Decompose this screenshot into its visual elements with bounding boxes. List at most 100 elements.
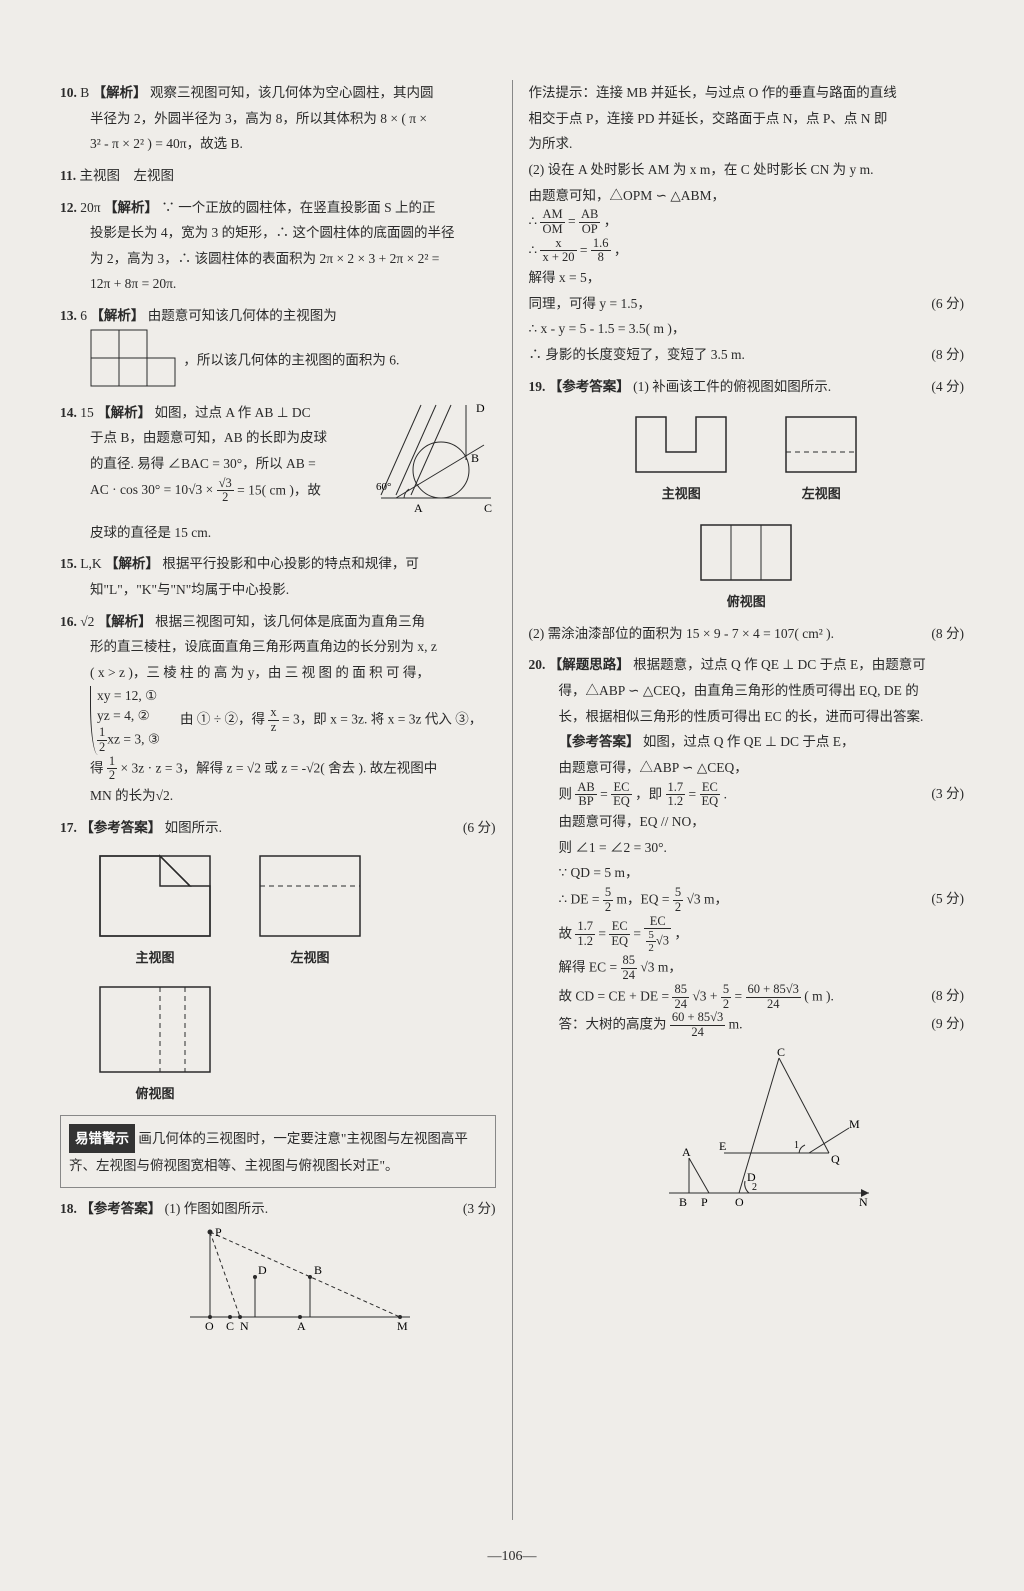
svg-text:O: O (735, 1195, 744, 1209)
main-view: 主视图 (626, 407, 736, 507)
text: 观察三视图可知，该几何体为空心圆柱，其内圆 (150, 85, 434, 100)
q-num: 17. (60, 820, 77, 835)
q-num: 13. (60, 308, 77, 323)
q-label: 【解析】 (90, 308, 144, 323)
q-label: 【解析】 (104, 200, 158, 215)
svg-text:60°: 60° (376, 481, 391, 493)
svg-text:P: P (701, 1195, 708, 1209)
q14: D B A C 60° 14. 15 【解析】 如图，过点 A 作 AB ⊥ D… (60, 400, 496, 546)
left-view: 左视图 (776, 407, 866, 507)
q13-diagram (90, 329, 180, 394)
q-num: 16. (60, 614, 77, 629)
q-head: 【解题思路】 (549, 657, 630, 672)
q-ans: 15 (80, 405, 94, 420)
svg-text:A: A (297, 1319, 306, 1332)
text: = 15( cm )，故 (237, 482, 321, 497)
text: 如图，过点 A 作 AB ⊥ DC (155, 405, 311, 420)
text: (1) 作图如图所示. (165, 1201, 269, 1216)
text: 主视图 左视图 (80, 168, 175, 183)
text: 根据平行投影和中心投影的特点和规律，可 (162, 556, 419, 571)
q-ans: L,K (80, 556, 101, 571)
svg-text:A: A (414, 501, 423, 515)
q-head: 【参考答案】 (549, 379, 630, 394)
q19: 19. 【参考答案】 (1) 补画该工件的俯视图如图所示. (4 分) 主视图 … (529, 374, 965, 647)
q-num: 14. (60, 405, 77, 420)
q-num: 18. (60, 1201, 77, 1216)
svg-text:N: N (859, 1195, 868, 1209)
q-head2: 【参考答案】 (529, 734, 640, 749)
svg-text:M: M (397, 1319, 408, 1332)
text: 如图，过点 Q 作 QE ⊥ DC 于点 E， (643, 734, 855, 749)
text: 知"L"，"K"与"N"均属于中心投影. (60, 582, 289, 597)
q-num: 10. (60, 85, 77, 100)
svg-text:B: B (471, 451, 479, 465)
top-view: 俯视图 (90, 977, 220, 1107)
q-ans: 6 (80, 308, 87, 323)
q20-diagram: C E M Q A D B P O N 1 2 (529, 1048, 965, 1218)
q17-views-row2: 俯视图 (60, 977, 496, 1107)
svg-text:D: D (476, 401, 485, 415)
text: 为 2，高为 3，∴ 该圆柱体的表面积为 2π × 2 × 3 + 2π × 2… (60, 251, 439, 266)
q-num: 12. (60, 200, 77, 215)
svg-text:B: B (679, 1195, 687, 1209)
q-ans: 20π (80, 200, 100, 215)
q10: 10. B 【解析】 观察三视图可知，该几何体为空心圆柱，其内圆 半径为 2，外… (60, 80, 496, 157)
column-divider (512, 80, 513, 1520)
left-view: 左视图 (250, 846, 370, 971)
text: 12π + 8π = 20π. (60, 276, 176, 291)
score: (4 分) (931, 374, 964, 400)
text: ∵ 一个正放的圆柱体，在竖直投影面 S 上的正 (161, 200, 435, 215)
text: 的直径. 易得 ∠BAC = 30°，所以 AB = (60, 456, 316, 471)
score: (6 分) (463, 815, 496, 841)
svg-text:E: E (719, 1139, 726, 1153)
left-column: 10. B 【解析】 观察三视图可知，该几何体为空心圆柱，其内圆 半径为 2，外… (48, 80, 508, 1520)
svg-text:O: O (205, 1319, 214, 1332)
text: 如图所示. (165, 820, 222, 835)
q-ans: B (80, 85, 89, 100)
text: 长，根据相似三角形的性质可得出 EC 的长，进而可得出答案. (529, 709, 924, 724)
q-label: 【解析】 (98, 614, 152, 629)
page-number: —106— (0, 1544, 1024, 1571)
text: 形的直三棱柱，设底面直角三角形两直角边的长分别为 x, z (60, 639, 437, 654)
text: 投影是长为 4，宽为 3 的矩形，∴ 这个圆柱体的底面圆的半径 (60, 225, 455, 240)
text: 于点 B，由题意可知，AB 的长即为皮球 (60, 430, 327, 445)
q17: 17. 【参考答案】 如图所示. (6 分) 主视图 左视图 (60, 815, 496, 1107)
right-column: 作法提示：连接 MB 并延长，与过点 O 作的垂直与路面的直线 相交于点 P，连… (517, 80, 977, 1520)
text: 由题意可知该几何体的主视图为 (148, 308, 337, 323)
main-view: 主视图 (90, 846, 220, 971)
svg-text:2: 2 (752, 1182, 757, 1193)
fraction: √32 (217, 477, 234, 506)
text: 半径为 2，外圆半径为 3，高为 8，所以其体积为 8 × ( π × (60, 111, 427, 126)
q12: 12. 20π 【解析】 ∵ 一个正放的圆柱体，在竖直投影面 S 上的正 投影是… (60, 195, 496, 298)
q-label: 【解析】 (105, 556, 159, 571)
svg-text:C: C (226, 1319, 234, 1332)
tip-box: 易错警示 画几何体的三视图时，一定要注意"主视图与左视图高平齐、左视图与俯视图宽… (60, 1115, 496, 1188)
text: (1) 补画该工件的俯视图如图所示. (633, 379, 831, 394)
q-num: 20. (529, 657, 546, 672)
svg-text:A: A (682, 1145, 691, 1159)
q20: 20. 【解题思路】 根据题意，过点 Q 作 QE ⊥ DC 于点 E，由题意可… (529, 652, 965, 1218)
svg-text:1: 1 (794, 1140, 799, 1151)
q11: 11. 主视图 左视图 (60, 163, 496, 189)
svg-text:N: N (240, 1319, 249, 1332)
text: AC · cos 30° = 10√3 × (60, 482, 213, 497)
brace-system: xy = 12, ① yz = 4, ② 12xz = 3, ③ (90, 686, 160, 755)
svg-text:P: P (215, 1225, 222, 1239)
q-label: 【解析】 (93, 85, 147, 100)
q13: 13. 6 【解析】 由题意可知该几何体的主视图为 ，所以该几何体的主视图的面积… (60, 303, 496, 394)
text: 皮球的直径是 15 cm. (60, 525, 211, 540)
q19-views-row1: 主视图 左视图 (529, 407, 965, 507)
text: ( x > z )，三 棱 柱 的 高 为 y，由 三 视 图 的 面 积 可 … (60, 665, 430, 680)
q18: 18. 【参考答案】 (1) 作图如图所示. (3 分) (60, 1196, 496, 1332)
score: (3 分) (463, 1196, 496, 1222)
svg-text:C: C (777, 1048, 785, 1059)
q-ans: √2 (80, 614, 94, 629)
svg-text:C: C (484, 501, 492, 515)
svg-text:B: B (314, 1263, 322, 1277)
tip-header: 易错警示 (69, 1124, 135, 1154)
q-head: 【参考答案】 (80, 1201, 161, 1216)
text: 3² - π × 2² ) = 40π，故选 B. (60, 136, 243, 151)
text: 根据三视图可知，该几何体是底面为直角三角 (155, 614, 425, 629)
q-num: 15. (60, 556, 77, 571)
q18-cont: 作法提示：连接 MB 并延长，与过点 O 作的垂直与路面的直线 相交于点 P，连… (529, 80, 965, 368)
